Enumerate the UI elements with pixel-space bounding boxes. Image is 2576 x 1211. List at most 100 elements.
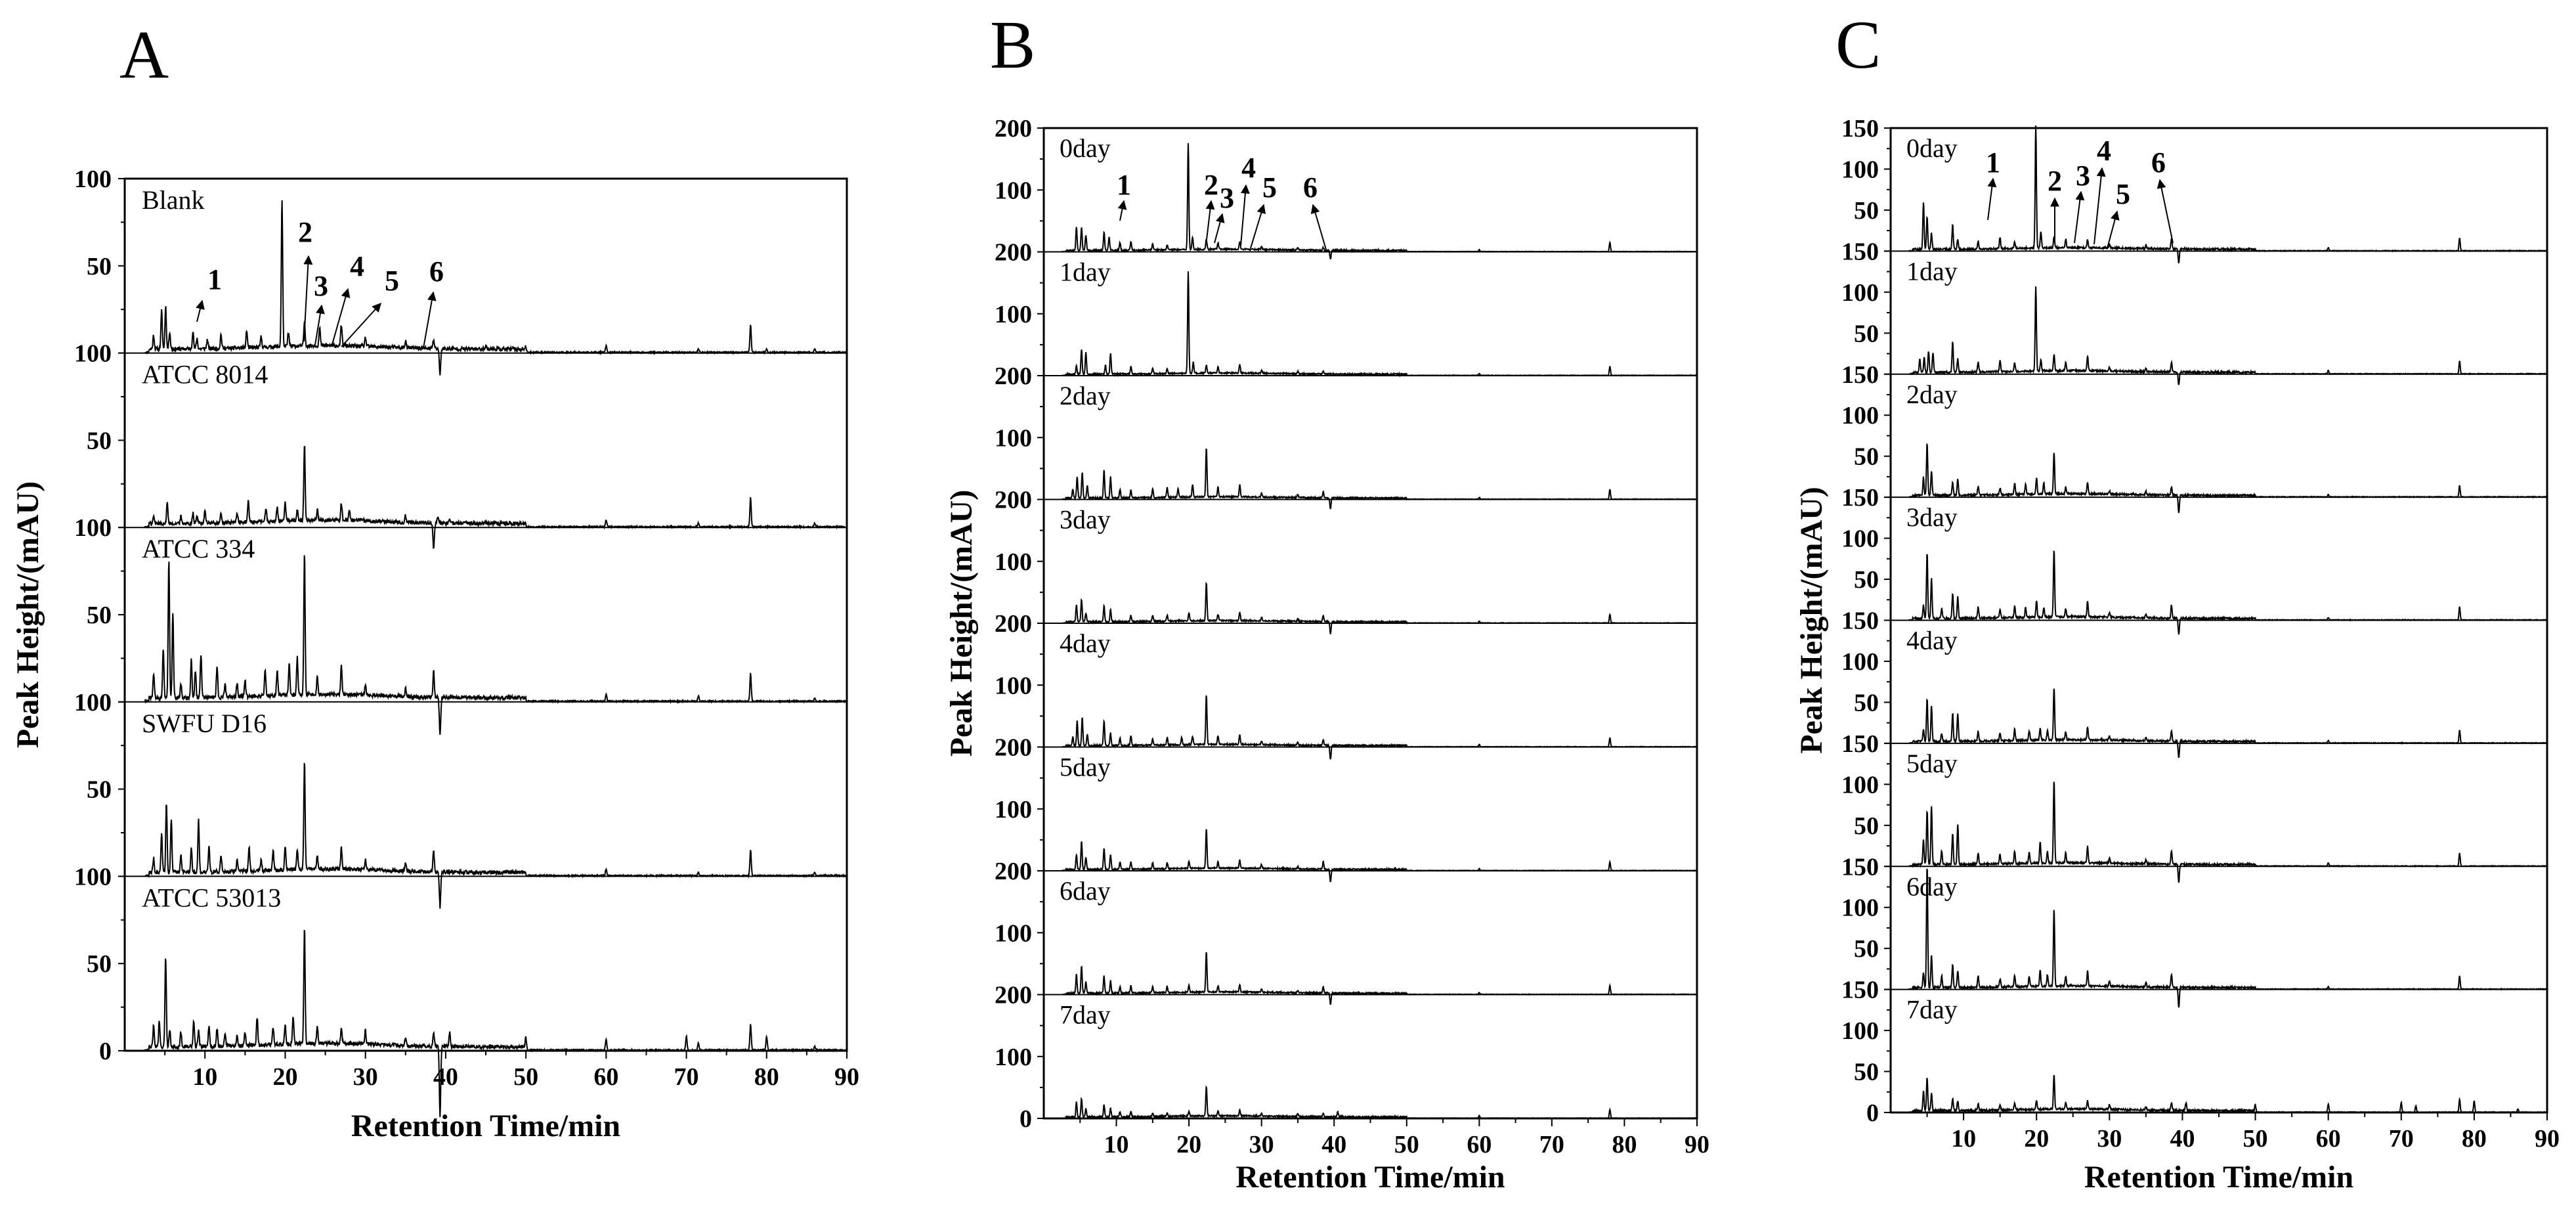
chromatogram-line [1908, 688, 2548, 759]
x-tick-label: 40 [1321, 1131, 1346, 1158]
y-tick-label: 100 [74, 514, 112, 542]
trace-6day: 50 100 150 6day [1841, 853, 2548, 1008]
trace-label: ATCC 53013 [142, 883, 281, 912]
peak-annotation-4: 4 [350, 250, 364, 282]
chromatogram-line [1908, 286, 2548, 385]
trace-label: 4day [1906, 626, 1958, 655]
chromatogram-line [1061, 581, 1698, 634]
trace-label: 3day [1060, 505, 1111, 535]
y-tick-label: 100 [995, 177, 1032, 204]
trace-label: SWFU D16 [142, 709, 267, 738]
trace-3day: 50 100 150 3day [1841, 484, 2548, 635]
peak-annotation-4: 4 [2097, 135, 2111, 167]
x-tick-label: 10 [1104, 1131, 1129, 1158]
peak-annotation-arrow [2093, 167, 2106, 245]
trace-label: 6day [1060, 876, 1111, 906]
y-tick-label: 200 [995, 487, 1032, 514]
y-tick-label: 50 [87, 253, 112, 280]
chromatogram-line [1908, 443, 2547, 514]
y-tick-label: 50 [1854, 689, 1879, 716]
y-tick-label: 50 [1854, 197, 1879, 225]
trace-label: 0day [1906, 133, 1958, 163]
peak-annotation-arrow [331, 288, 351, 347]
trace-atcc-8014: 50 100 ATCC 8014 [74, 340, 848, 549]
x-tick-label: 50 [2243, 1125, 2268, 1153]
trace-blank: 50 100 Blank [74, 165, 848, 376]
peak-point [485, 349, 486, 350]
y-tick-label: 100 [1841, 771, 1879, 799]
panel-B: B1002000day1002001day1002002day1002003da… [944, 7, 1709, 1195]
x-tick-label: 10 [1951, 1125, 1976, 1153]
peak-annotation-1: 1 [207, 263, 222, 296]
trace-label: 7day [1060, 1000, 1111, 1030]
peak-annotation-5: 5 [385, 265, 399, 297]
chromatogram-line [144, 200, 848, 376]
y-tick-label: 200 [995, 239, 1032, 267]
y-axis-title: Peak Height/(mAU) [11, 481, 45, 749]
y-tick-label: 100 [995, 1044, 1032, 1071]
y-tick-label: 50 [1854, 566, 1879, 594]
x-tick-label: 90 [2535, 1125, 2560, 1153]
x-tick-label: 80 [754, 1063, 779, 1091]
x-tick-label: 60 [593, 1063, 618, 1091]
y-tick-label: 50 [87, 602, 112, 629]
x-tick-label: 70 [2389, 1125, 2414, 1153]
x-tick-label: 30 [2097, 1125, 2122, 1153]
x-tick-label: 80 [1612, 1131, 1637, 1158]
y-tick-label: 150 [1841, 853, 1879, 881]
trace-label: 3day [1906, 502, 1958, 532]
y-tick-label: 0 [1020, 1105, 1032, 1133]
chromatogram-line [1908, 868, 2548, 1008]
trace-atcc-53013: 0 50 100 ATCC 53013 [74, 863, 848, 1118]
trace-3day: 100 200 3day [995, 487, 1698, 634]
trace-4day: 100 200 4day [995, 610, 1697, 760]
y-tick-label: 50 [87, 950, 112, 978]
y-tick-label: 100 [995, 548, 1032, 576]
y-tick-label: 50 [1854, 1059, 1879, 1086]
peak-annotation-3: 3 [2076, 160, 2090, 192]
trace-5day: 100 200 5day [995, 734, 1698, 883]
y-tick-label: 100 [1841, 648, 1879, 676]
trace-label: 0day [1060, 133, 1111, 163]
peak-annotation-arrow [1240, 184, 1250, 246]
peak-annotation-6: 6 [1303, 171, 1318, 204]
x-tick-label: 70 [674, 1063, 699, 1091]
trace-0day: 50 100 150 0day [1841, 115, 2548, 264]
trace-atcc-334: 50 100 ATCC 334 [74, 514, 848, 735]
peak-annotation-2: 2 [2048, 165, 2062, 197]
y-tick-label: 150 [1841, 607, 1879, 635]
trace-label: 2day [1060, 381, 1111, 410]
y-tick-label: 200 [995, 115, 1032, 143]
trace-label: ATCC 8014 [142, 360, 268, 389]
y-tick-label: 100 [74, 340, 112, 368]
y-tick-label: 200 [995, 858, 1032, 885]
x-tick-label: 20 [1176, 1131, 1201, 1158]
y-tick-label: 0 [99, 1038, 112, 1065]
chromatogram-line [1062, 695, 1697, 760]
trace-label: Blank [142, 185, 205, 215]
y-tick-label: 100 [74, 689, 112, 716]
peak-annotation-5: 5 [2116, 178, 2130, 210]
y-tick-label: 150 [1841, 238, 1879, 265]
trace-label: 1day [1906, 256, 1958, 286]
peak-annotation-3: 3 [1220, 182, 1234, 214]
y-tick-label: 150 [1841, 115, 1879, 143]
chromatogram-line [144, 929, 848, 1118]
y-tick-label: 100 [995, 424, 1032, 452]
peak-annotation-arrow [1205, 200, 1215, 240]
peak-annotation-3: 3 [314, 270, 328, 302]
peak-annotation-1: 1 [1117, 169, 1131, 201]
trace-label: 7day [1906, 995, 1958, 1024]
chromatogram-line [144, 445, 848, 549]
x-tick-label: 90 [834, 1063, 859, 1091]
x-axis-title: Retention Time/min [2084, 1160, 2353, 1195]
peak-annotation-arrow [1214, 213, 1225, 244]
trace-label: 5day [1060, 753, 1111, 782]
y-tick-label: 150 [1841, 361, 1879, 389]
peak-annotation-arrow [2107, 210, 2120, 249]
x-tick-label: 20 [2024, 1125, 2049, 1153]
y-tick-label: 150 [1841, 730, 1879, 758]
y-tick-label: 100 [1841, 894, 1879, 922]
peak-annotation-4: 4 [1241, 152, 1256, 184]
